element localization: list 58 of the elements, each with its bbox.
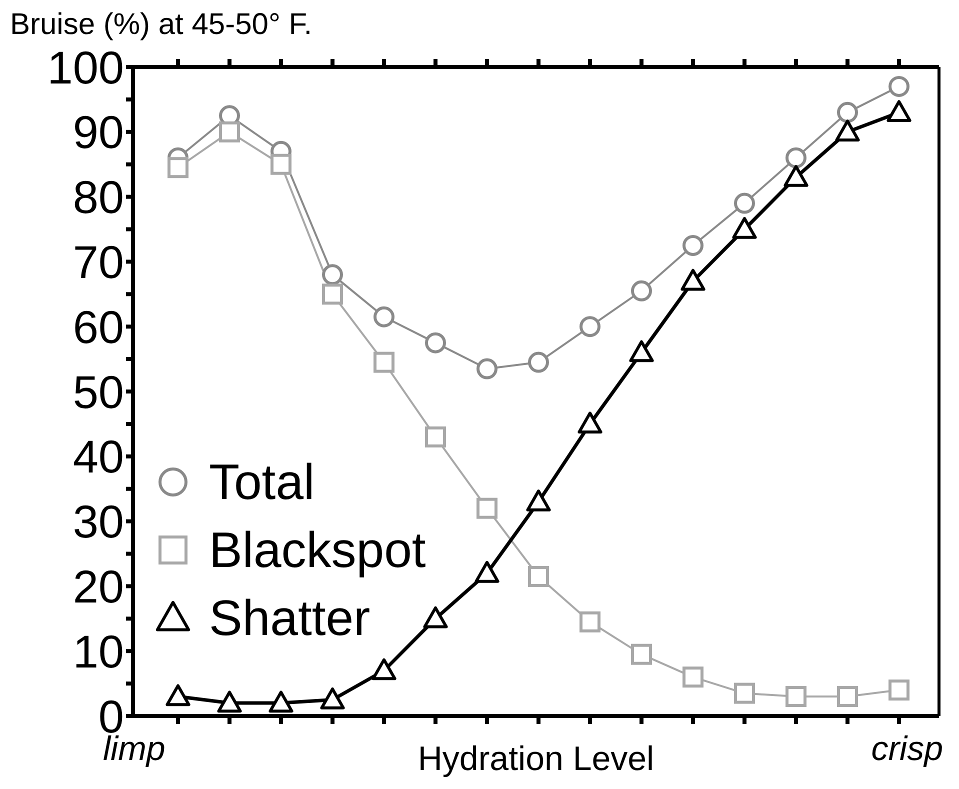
point [474,560,500,583]
legend-label: Shatter [209,589,370,648]
point [580,611,600,632]
point [837,686,858,708]
point [217,690,242,713]
point [423,606,448,628]
point [322,264,343,286]
y-tick-label: 40 [72,430,124,483]
point [374,306,394,328]
point [886,100,912,122]
point [734,192,755,214]
point [526,490,551,512]
y-tick-label: 80 [72,171,124,224]
point [219,121,240,142]
point [631,280,652,302]
point [528,352,549,373]
point [372,658,396,680]
y-tick-label: 70 [72,236,124,288]
legend-label: Total [209,453,315,512]
point [786,686,806,708]
point [322,284,343,305]
y-tick-label: 20 [72,560,124,613]
point [784,165,808,187]
point [168,157,188,178]
point [734,682,755,704]
point [580,316,600,338]
point [629,340,654,362]
y-tick-label: 10 [72,625,124,678]
point [425,426,446,448]
point [166,684,190,706]
point [476,498,498,519]
point [682,234,704,256]
point [732,216,757,239]
point [837,102,858,123]
point [680,268,706,291]
point [320,687,345,710]
legend-label: Blackspot [209,521,426,580]
y-tick-label: 50 [72,366,124,418]
point [528,566,549,587]
y-tick-label: 30 [72,496,124,548]
y-tick-label: 90 [72,106,124,158]
y-axis-title: Bruise (%) at 45-50° F. [10,8,312,42]
point [888,680,910,701]
point [270,154,292,175]
x-axis-title: Hydration Level [418,740,654,778]
point [631,644,652,665]
point [374,352,394,373]
y-tick-label: 100 [47,41,124,94]
point [786,147,806,168]
text: crisp [871,730,943,769]
y-tick-label: 60 [72,300,124,353]
point [268,690,294,713]
point [835,120,860,142]
point [888,76,910,97]
point [578,412,602,434]
point [682,666,704,688]
point [425,332,446,354]
point [476,358,498,380]
